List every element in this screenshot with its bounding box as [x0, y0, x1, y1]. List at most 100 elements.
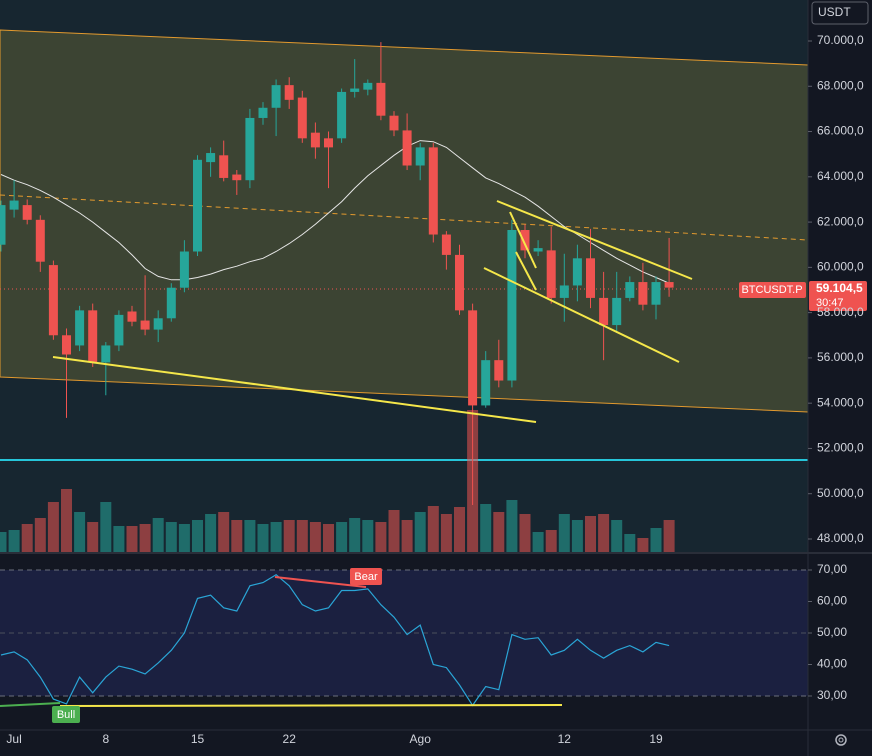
candle-body: [651, 282, 661, 305]
volume-bar: [218, 512, 230, 552]
y-tick-label: 70.000,0: [817, 33, 864, 47]
volume-bar: [440, 514, 452, 552]
volume-bar: [283, 520, 295, 552]
candle-body: [402, 130, 412, 166]
candle-body: [415, 147, 425, 166]
candle-body: [586, 258, 595, 298]
volume-bar: [571, 520, 583, 552]
volume-bar: [480, 504, 492, 552]
y-tick-label: 54.000,0: [817, 395, 864, 409]
volume-bar: [8, 530, 20, 552]
currency[interactable]: USDT: [818, 5, 851, 19]
y-tick-label: 56.000,0: [817, 350, 864, 364]
volume-bar: [100, 502, 112, 552]
volume-bar: [139, 524, 151, 552]
candle-body: [35, 219, 45, 262]
candle-body: [559, 285, 569, 298]
volume-bar: [585, 516, 596, 552]
volume-bar: [532, 532, 544, 552]
trendline: [496, 200, 693, 280]
candle-body: [114, 314, 124, 346]
volume-bar: [165, 522, 177, 552]
candle-body: [428, 147, 438, 235]
candle-body: [48, 265, 58, 336]
candle-body: [22, 205, 32, 220]
volume-bar: [349, 518, 361, 552]
moving-average: [0, 140, 670, 284]
candle-body: [494, 360, 504, 381]
gear-hub[interactable]: [838, 737, 844, 743]
y-tick-label: 66.000,0: [817, 124, 864, 138]
bear-divergence: [274, 576, 367, 588]
volume-bar: [0, 532, 7, 552]
candle-body: [206, 153, 216, 163]
volume-bar: [375, 522, 387, 552]
price-tag: [809, 281, 867, 311]
volume-bar: [192, 520, 203, 552]
y-tick-label: 50,00: [817, 625, 847, 639]
volume-bar: [401, 520, 413, 552]
candle-body: [297, 97, 307, 139]
volume-bar: [611, 520, 623, 552]
x-tick-label: 19: [649, 732, 663, 746]
candle-body: [88, 310, 98, 363]
candle-body: [337, 91, 347, 139]
y-tick-label: 70,00: [817, 562, 847, 576]
volume-bar: [296, 520, 308, 552]
volume-bar: [388, 510, 400, 552]
volume-bar: [87, 522, 99, 552]
last-price: 59.104,5: [816, 281, 863, 295]
candle-body: [193, 159, 202, 252]
symbol-tag: [739, 282, 806, 298]
x-tick-label: 12: [558, 732, 572, 746]
candle-body: [127, 311, 137, 322]
x-tick-label: 22: [283, 732, 297, 746]
candle-body: [441, 234, 451, 255]
candle-body: [232, 174, 242, 181]
candle-body: [324, 138, 333, 148]
y-tick-label: 50.000,0: [817, 486, 864, 500]
volume-bar: [663, 520, 675, 552]
volume-bar: [34, 518, 46, 552]
candle-body: [62, 335, 71, 355]
trendline: [483, 267, 680, 363]
volume-bar: [454, 507, 465, 552]
trendline: [515, 251, 537, 291]
candle-body: [219, 155, 229, 178]
y-tick-label: 62.000,0: [817, 214, 864, 228]
x-tick-label: 8: [102, 732, 109, 746]
x-tick-label: Ago: [410, 732, 432, 746]
currency-button[interactable]: [811, 1, 869, 25]
volume-bar: [113, 526, 125, 552]
candle-body: [9, 200, 19, 210]
gear[interactable]: [835, 734, 847, 746]
volume-bar: [205, 514, 217, 552]
candle-body: [140, 320, 150, 330]
candle-body: [0, 205, 6, 245]
candle-body: [75, 310, 85, 346]
y-tick-label: 68.000,0: [817, 78, 864, 92]
candle-body: [533, 248, 543, 252]
bull-label: Bull: [57, 709, 75, 721]
candle-body: [599, 297, 609, 326]
channel: [0, 29, 809, 413]
candle-body: [481, 360, 491, 406]
plot: [0, 42, 675, 707]
candle-body: [612, 297, 622, 326]
y-tick-label: 52.000,0: [817, 441, 864, 455]
volume-bar: [323, 524, 334, 552]
volume-bar: [598, 514, 610, 552]
volume-bar: [61, 489, 72, 552]
bull-label-box: [52, 706, 80, 723]
settings-icon[interactable]: [835, 734, 847, 746]
y-tick-label: 58.000,0: [817, 305, 864, 319]
volume-bar: [362, 520, 374, 552]
volume-bar: [336, 522, 348, 552]
volume-bar: [152, 518, 164, 552]
rsi-band: [0, 570, 808, 696]
volume-bar: [414, 512, 426, 552]
volume-bar: [506, 500, 518, 552]
countdown: 30:47: [816, 297, 844, 309]
candle-body: [520, 230, 530, 251]
